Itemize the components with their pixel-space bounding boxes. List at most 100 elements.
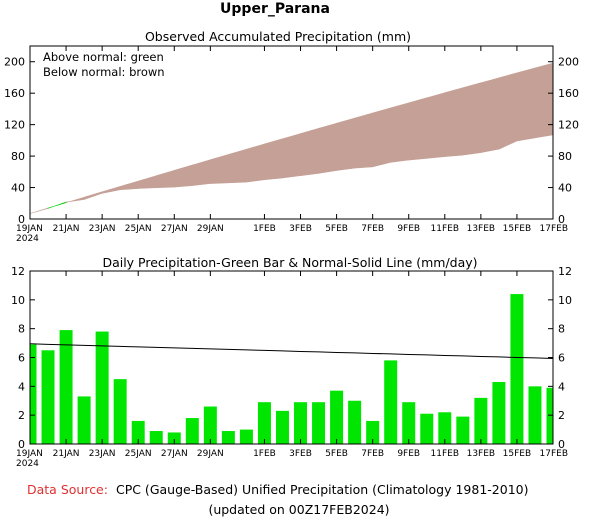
daily-bar [348,400,362,444]
top-xtick-label: 25JAN [125,224,152,234]
top-ytick-label-right: 40 [558,182,572,195]
accum-diff-segment [246,143,265,183]
top-ytick-label-left: 200 [4,56,25,69]
daily-bar [95,331,109,444]
daily-bar [131,420,145,444]
daily-bar [456,416,470,444]
accum-diff-segment [408,97,428,161]
accum-diff-segment [444,87,464,157]
daily-bar [59,330,73,444]
bottom-ytick-label-left: 6 [18,352,25,365]
top-ytick-label-right: 160 [558,87,579,100]
top-ytick-label-left: 0 [18,213,25,226]
daily-bar [546,387,553,444]
bottom-ytick-label-left: 2 [18,409,25,422]
bottom-xtick-label: 13FEB [467,449,496,459]
bottom-xtick-label: 5FEB [325,449,348,459]
accum-diff-segment [354,112,373,169]
bottom-ytick-label-left: 8 [18,323,25,336]
top-xtick-label: 11FEB [431,224,460,234]
bottom-xtick-label: 11FEB [431,449,460,459]
source-label: Data Source: [27,482,108,497]
top-xtick-label: 19JAN [16,224,43,234]
daily-bar [402,402,416,444]
accum-diff-segment [318,122,337,174]
daily-bar [185,418,199,444]
top-xtick-label: 27JAN [161,224,188,234]
accum-diff-segment [516,67,536,142]
top-xtick-label: 1FEB [253,224,276,234]
daily-bar [77,396,91,444]
top-ytick-label-left: 80 [11,150,25,163]
bottom-xtick-label: 15FEB [503,449,532,459]
daily-bar [366,420,380,444]
daily-bar [312,402,326,444]
top-xtick-label: 5FEB [325,224,348,234]
accumulated-precip-chart: Observed Accumulated Precipitation (mm) … [4,29,579,244]
top-ytick-label-right: 0 [558,213,565,226]
top-chart-title: Observed Accumulated Precipitation (mm) [145,29,411,44]
top-xtick-label: 13FEB [467,224,496,234]
daily-bar [528,386,542,444]
bottom-plot-area: 0 0 2 2 4 4 6 6 8 8 10 10 12 12 19JAN 21JAN 23JAN 25JAN 27… [11,265,572,469]
daily-bar [438,412,452,444]
bottom-xtick-label: 9FEB [397,449,420,459]
daily-bar [41,350,55,444]
accum-diff-segment [426,92,446,159]
top-xtick-label: 7FEB [361,224,384,234]
bottom-ytick-label-left: 0 [18,438,25,451]
accum-diff-segment [228,148,247,184]
top-ytick-label-right: 200 [558,56,579,69]
bottom-ytick-label-right: 4 [558,380,565,393]
bottom-xtick-label: 21JAN [53,449,80,459]
footer-source: Data Source: CPC (Gauge-Based) Unified Pr… [27,482,529,497]
bottom-ytick-label-left: 4 [18,380,25,393]
top-xtick-label: 17FEB [540,224,569,234]
top-xtick-label: 21JAN [53,224,80,234]
top-ytick-label-left: 120 [4,119,25,132]
top-xtick-label: 9FEB [397,224,420,234]
accum-diff-segment [282,133,301,179]
legend-below-normal: Below normal: brown [43,65,165,79]
bottom-ytick-label-left: 12 [11,265,25,278]
daily-bar [420,413,434,444]
daily-precip-chart: Daily Precipitation-Green Bar & Normal-S… [11,255,572,469]
bottom-xtick-label: 27JAN [161,449,188,459]
daily-bar [330,390,344,444]
bottom-year-label: 2024 [16,459,39,469]
daily-bar [167,432,181,444]
footer-updated: (updated on 00Z17FEB2024) [208,502,389,517]
bottom-xtick-label: 23JAN [89,449,116,459]
daily-bar [492,382,506,444]
top-ytick-label-right: 80 [558,150,572,163]
bottom-xtick-label: 29JAN [197,449,224,459]
legend-above-normal: Above normal: green [43,50,164,64]
daily-normal-line [29,343,554,360]
bottom-ytick-label-right: 12 [558,265,572,278]
daily-bar [221,431,235,444]
top-xtick-label: 3FEB [289,224,312,234]
accum-diff-segment [192,159,211,186]
daily-bar [149,431,163,444]
bottom-ytick-label-left: 10 [11,294,25,307]
accum-diff-segment [173,164,193,188]
bottom-xtick-label: 17FEB [540,449,569,459]
accum-diff-segment [462,82,482,156]
top-xtick-label: 23JAN [89,224,116,234]
daily-bar [474,397,488,444]
top-xtick-label: 29JAN [197,224,224,234]
daily-bar [384,360,398,444]
accum-diff-segment [300,128,319,177]
accum-diff-segment [264,138,283,181]
bottom-ytick-label-right: 8 [558,323,565,336]
bottom-ytick-label-right: 10 [558,294,572,307]
bottom-ytick-label-right: 0 [558,438,565,451]
daily-bar [113,379,127,444]
top-xtick-label: 15FEB [503,224,532,234]
accum-diff-segment [336,117,355,171]
top-year-label: 2024 [16,234,39,244]
top-frame [29,45,554,220]
bottom-xtick-label: 3FEB [289,449,312,459]
daily-bar [275,410,289,444]
